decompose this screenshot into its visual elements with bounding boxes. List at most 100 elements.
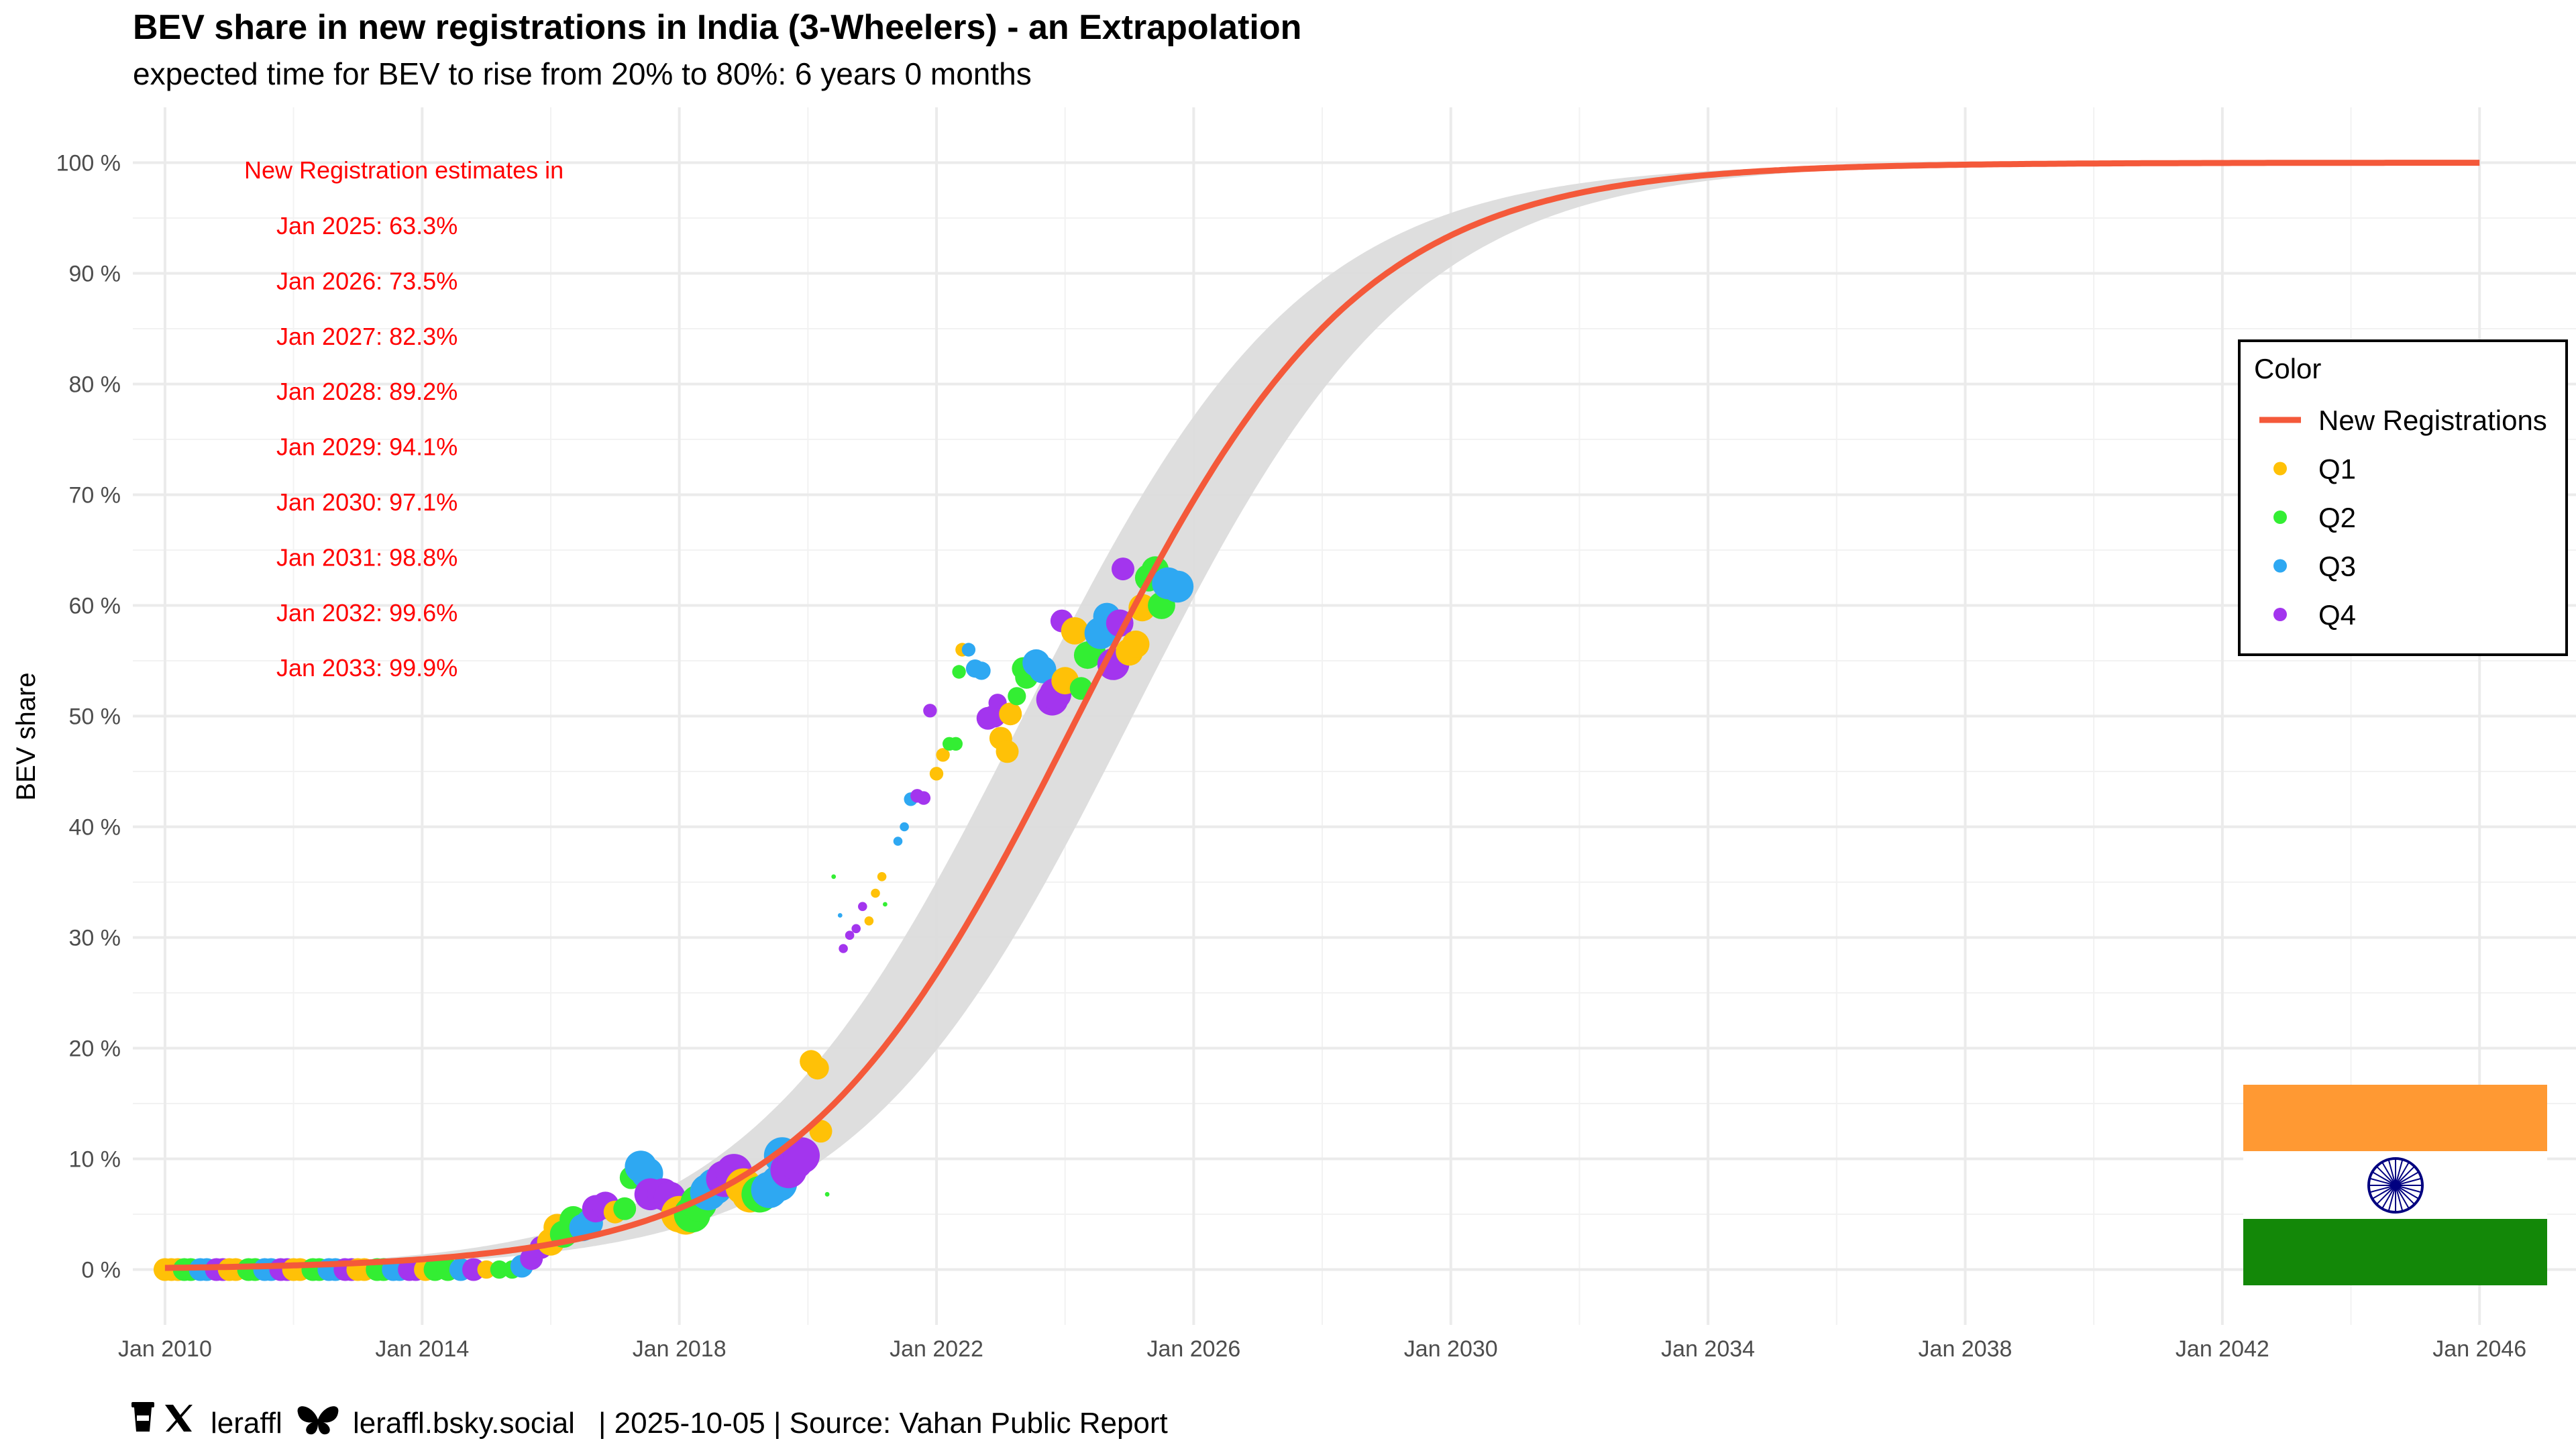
- data-point-q1: [996, 740, 1019, 763]
- coffee-cup-icon: [131, 1402, 154, 1432]
- fit-curve-layer: [164, 160, 2480, 1271]
- legend-label: Q4: [2318, 599, 2356, 631]
- estimate-label: Jan 2032: 99.6%: [276, 599, 458, 627]
- data-point-q2: [831, 874, 837, 879]
- chakra-hub: [2391, 1181, 2400, 1190]
- data-point-q4: [923, 704, 937, 718]
- fit-curve-line: [164, 160, 2480, 1271]
- data-point-q1: [871, 888, 880, 898]
- data-point-q3: [893, 837, 903, 846]
- data-point-q1: [477, 1260, 496, 1279]
- data-point-q1: [806, 1057, 829, 1080]
- data-point-q4: [845, 930, 855, 940]
- data-point-q3: [1161, 570, 1194, 603]
- estimates-annotation: New Registration estimates in Jan 2025: …: [244, 156, 564, 682]
- data-point-q1: [1061, 617, 1089, 645]
- legend-label: New Registrations: [2318, 405, 2547, 436]
- data-point-q3: [961, 643, 976, 657]
- estimate-label: Jan 2027: 82.3%: [276, 323, 458, 350]
- x-logo-icon: [165, 1405, 193, 1432]
- estimates-header: New Registration estimates in: [244, 156, 564, 184]
- y-tick-label: 30 %: [69, 926, 121, 951]
- chart-title: BEV share in new registrations in India …: [133, 8, 1301, 47]
- legend-key-q2: [2273, 511, 2287, 524]
- legend-key-q3: [2273, 559, 2287, 573]
- data-point-q1: [929, 767, 944, 781]
- data-point-q2: [824, 1191, 830, 1197]
- y-axis-ticks: 0 % 10 % 20 % 30 % 40 % 50 % 60 % 70 % 80 % 90 % 1…: [56, 151, 121, 1283]
- y-tick-label: 70 %: [69, 483, 121, 508]
- x-tick-label: Jan 2010: [118, 1336, 212, 1362]
- data-point-q2: [1008, 687, 1026, 706]
- y-tick-label: 90 %: [69, 262, 121, 287]
- data-point-q3: [972, 661, 991, 680]
- data-point-q1: [864, 916, 874, 926]
- data-point-q3: [837, 913, 843, 918]
- data-point-q2: [490, 1260, 508, 1279]
- x-tick-label: Jan 2030: [1404, 1336, 1498, 1362]
- x-tick-label: Jan 2026: [1146, 1336, 1240, 1362]
- data-point-q3: [900, 822, 909, 832]
- legend: Color New Registrations Q1 Q2 Q3 Q4: [2238, 339, 2568, 656]
- legend-title: Color: [2254, 353, 2321, 384]
- data-point-q1: [1122, 630, 1150, 658]
- data-point-q3: [1028, 655, 1057, 684]
- x-tick-label: Jan 2014: [375, 1336, 469, 1362]
- chart-subtitle: expected time for BEV to rise from 20% t…: [133, 56, 1032, 91]
- legend-key-q1: [2273, 462, 2287, 476]
- data-point-q4: [839, 944, 848, 953]
- ashoka-chakra-icon: [2367, 1157, 2424, 1214]
- flag-saffron-band: [2243, 1085, 2547, 1151]
- x-tick-label: Jan 2046: [2432, 1336, 2526, 1362]
- data-point-q2: [613, 1197, 637, 1220]
- x-tick-label: Jan 2034: [1661, 1336, 1755, 1362]
- y-tick-label: 80 %: [69, 372, 121, 398]
- estimate-label: Jan 2029: 94.1%: [276, 433, 458, 461]
- estimate-label: Jan 2030: 97.1%: [276, 488, 458, 516]
- flag-green-band: [2243, 1219, 2547, 1285]
- caption: leraffl leraffl.bsky.social | 2025-10-05…: [131, 1402, 1168, 1440]
- data-point-q4: [858, 902, 867, 912]
- legend-box: [2238, 339, 2568, 656]
- data-point-q1: [936, 748, 950, 762]
- butterfly-icon: [297, 1406, 339, 1435]
- y-tick-label: 40 %: [69, 815, 121, 841]
- data-point-q4: [1112, 557, 1134, 581]
- grid: [133, 107, 2576, 1325]
- legend-key-q4: [2273, 608, 2287, 621]
- y-tick-label: 0 %: [81, 1258, 121, 1283]
- data-point-q1: [999, 702, 1022, 726]
- caption-handle: leraffl: [211, 1407, 282, 1440]
- data-point-q2: [883, 902, 888, 907]
- india-flag: [2243, 1085, 2547, 1285]
- legend-label: Q1: [2318, 453, 2356, 485]
- y-axis-label: BEV share: [11, 672, 41, 800]
- caption-date-source: | 2025-10-05 | Source: Vahan Public Repo…: [598, 1407, 1168, 1440]
- estimate-label: Jan 2028: 89.2%: [276, 378, 458, 405]
- x-tick-label: Jan 2042: [2176, 1336, 2269, 1362]
- y-tick-label: 60 %: [69, 594, 121, 619]
- confidence-band: [164, 162, 2480, 1269]
- y-tick-label: 20 %: [69, 1036, 121, 1062]
- data-point-q4: [783, 1137, 820, 1174]
- y-tick-label: 50 %: [69, 704, 121, 730]
- x-tick-label: Jan 2018: [633, 1336, 727, 1362]
- data-point-q2: [952, 665, 966, 679]
- x-tick-label: Jan 2038: [1919, 1336, 2012, 1362]
- estimate-label: Jan 2026: 73.5%: [276, 267, 458, 294]
- data-point-q1: [877, 872, 887, 881]
- caption-bluesky: leraffl.bsky.social: [353, 1407, 575, 1440]
- confidence-band-layer: [164, 162, 2480, 1269]
- data-point-q2: [949, 737, 963, 751]
- x-axis-ticks: Jan 2010 Jan 2014 Jan 2018 Jan 2022 Jan 2026…: [118, 1336, 2526, 1362]
- data-point-q4: [916, 791, 931, 805]
- data-points-layer: [153, 556, 1194, 1281]
- data-point-q4: [851, 924, 861, 934]
- estimate-label: Jan 2031: 98.8%: [276, 543, 458, 571]
- legend-label: Q3: [2318, 551, 2356, 582]
- y-tick-label: 10 %: [69, 1147, 121, 1173]
- y-tick-label: 100 %: [56, 151, 121, 176]
- legend-label: Q2: [2318, 502, 2356, 533]
- estimate-label: Jan 2025: 63.3%: [276, 212, 458, 239]
